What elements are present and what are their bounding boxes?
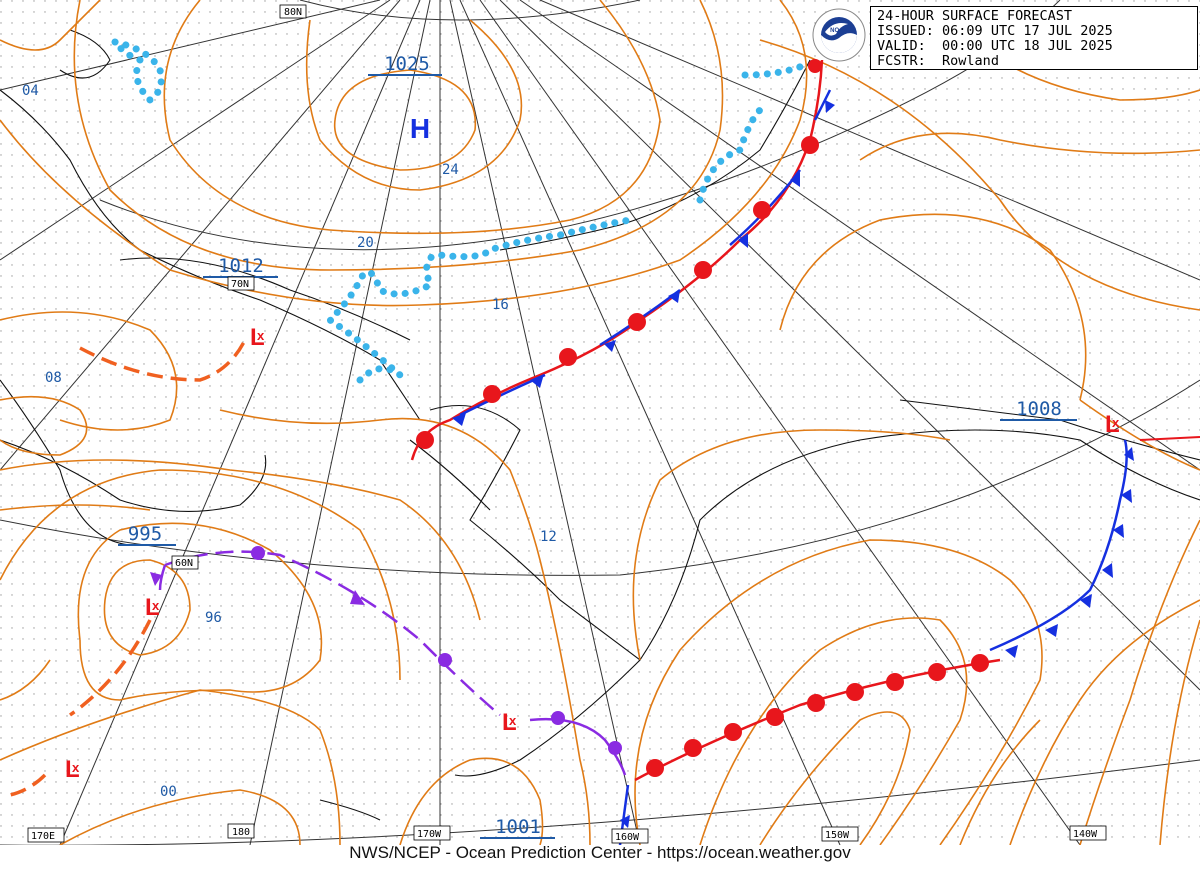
cold-front-east: [618, 436, 1200, 845]
lon-label-170w: 170W: [417, 829, 442, 840]
low-x-3: x: [509, 713, 517, 728]
issued-label: ISSUED:: [877, 23, 934, 39]
low-symbol-5: L: [65, 756, 80, 783]
lon-label-140w: 140W: [1073, 829, 1098, 840]
isobar-label-08: 08: [45, 370, 62, 386]
forecaster-name: Rowland: [942, 53, 999, 69]
footer-credit: NWS/NCEP - Ocean Prediction Center - htt…: [349, 843, 851, 862]
valid-time: 00:00 UTC 18 JUL 2025: [942, 38, 1113, 54]
valid-label: VALID:: [877, 38, 926, 54]
issued-time: 06:09 UTC 17 JUL 2025: [942, 23, 1113, 39]
central-pressure-labels: 1025 1012 995 1001 1008: [118, 53, 1077, 839]
isobar-labels: 04 24 20 16 08 12 96 00: [22, 83, 557, 800]
forecast-map: H L x L x L x L x L x 1025 1012 995 1001…: [0, 0, 1200, 845]
lon-label-170e: 170E: [31, 831, 55, 842]
lon-label-180: 180: [232, 827, 250, 838]
low-x-1: x: [257, 328, 265, 343]
graticule-labels: 80N 70N 60N 170E 180 170W 160W 150W 140W: [27, 4, 1107, 844]
isobars: [0, 0, 1200, 845]
forecaster-row: FCSTR: Rowland: [877, 54, 999, 69]
pressure-label-1001: 1001: [495, 816, 541, 838]
issued-row: ISSUED: 06:09 UTC 17 JUL 2025: [877, 24, 1113, 39]
isobar-label-96: 96: [205, 610, 222, 626]
isobar-1025: [333, 69, 477, 171]
lon-label-160w: 160W: [615, 832, 640, 843]
isobar-label-12: 12: [540, 529, 557, 545]
noaa-logo-icon: NOAA: [812, 8, 866, 62]
low-symbol-1: L: [250, 324, 265, 351]
low-symbol-4: L: [1105, 411, 1120, 438]
lat-label-60n: 60N: [175, 558, 193, 569]
isobar-label-00: 00: [160, 784, 177, 800]
low-symbol-2: L: [145, 594, 160, 621]
forecast-info-box: 24-HOUR SURFACE FORECAST ISSUED: 06:09 U…: [870, 6, 1198, 70]
valid-row: VALID: 00:00 UTC 18 JUL 2025: [877, 39, 1113, 54]
low-x-4: x: [1112, 415, 1120, 430]
isobar-1024: [305, 19, 523, 191]
svg-text:NOAA: NOAA: [830, 28, 848, 34]
lat-label-80n: 80N: [284, 7, 302, 18]
isobar-label-24: 24: [442, 162, 459, 178]
isobar-label-16: 16: [492, 297, 509, 313]
ice-edge: [111, 38, 809, 384]
isobar-label-20: 20: [357, 235, 374, 251]
troughs: [9, 339, 247, 797]
forecaster-label: FCSTR:: [877, 53, 926, 69]
low-x-2: x: [152, 598, 160, 613]
low-x-5: x: [72, 760, 80, 775]
lat-label-70n: 70N: [231, 279, 249, 290]
stationary-front-north: [410, 59, 835, 461]
forecast-title: 24-HOUR SURFACE FORECAST: [877, 8, 1073, 24]
warm-front-south: [634, 654, 1001, 782]
occluded-front: [150, 546, 627, 776]
pressure-label-high: 1025: [384, 53, 430, 75]
grid-dot-field: [0, 0, 1200, 845]
isobar-995: [103, 559, 191, 656]
low-symbol-3: L: [502, 709, 517, 736]
pressure-label-1012: 1012: [218, 255, 264, 277]
svg-text:H: H: [410, 113, 430, 144]
low-pressure-symbols: L x L x L x L x L x: [65, 324, 1120, 783]
lon-label-150w: 150W: [825, 830, 850, 841]
isobar-label-04: 04: [22, 83, 39, 99]
high-pressure-symbol: H: [410, 113, 430, 144]
pressure-label-1008: 1008: [1016, 398, 1062, 420]
pressure-label-995: 995: [128, 523, 162, 545]
